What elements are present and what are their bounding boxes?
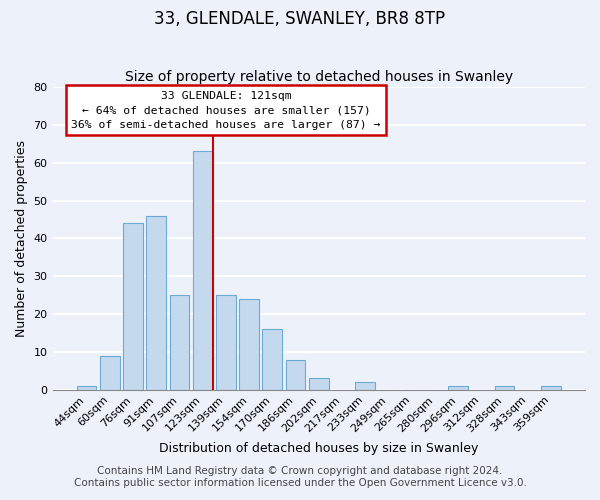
Bar (100, 356, 119, 390)
Bar (262, 330, 282, 390)
Text: 33, GLENDALE, SWANLEY, BR8 8TP: 33, GLENDALE, SWANLEY, BR8 8TP (154, 10, 446, 28)
Title: Size of property relative to detached houses in Swanley: Size of property relative to detached ho… (125, 70, 513, 85)
Bar (239, 299, 259, 390)
Bar (170, 295, 190, 390)
Bar (146, 216, 166, 390)
Y-axis label: Number of detached properties: Number of detached properties (15, 140, 28, 337)
Bar (123, 224, 143, 390)
Bar (193, 152, 212, 390)
Bar (541, 386, 561, 390)
Text: 33 GLENDALE: 121sqm
← 64% of detached houses are smaller (157)
36% of semi-detac: 33 GLENDALE: 121sqm ← 64% of detached ho… (71, 91, 380, 130)
Bar (355, 382, 375, 390)
X-axis label: Distribution of detached houses by size in Swanley: Distribution of detached houses by size … (159, 442, 478, 455)
Bar (494, 386, 514, 390)
Bar (448, 386, 468, 390)
Text: Contains HM Land Registry data © Crown copyright and database right 2024.
Contai: Contains HM Land Registry data © Crown c… (74, 466, 526, 487)
Bar (286, 360, 305, 390)
Bar (216, 295, 236, 390)
Bar (77, 386, 97, 390)
Bar (309, 378, 329, 390)
